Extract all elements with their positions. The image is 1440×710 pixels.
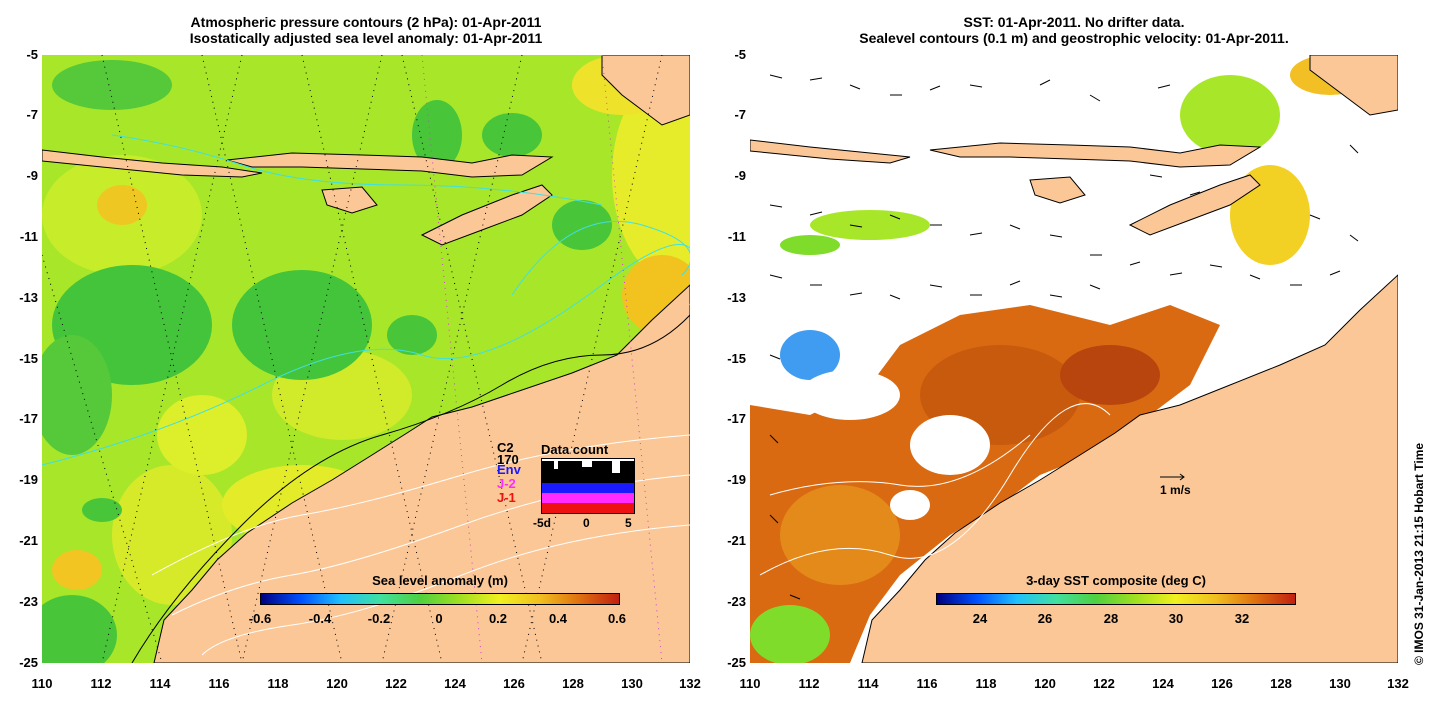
sumba-island bbox=[321, 186, 378, 214]
left-ytick: -15 bbox=[19, 351, 38, 366]
left-xtick: 132 bbox=[679, 676, 701, 691]
left-xtick: 120 bbox=[326, 676, 348, 691]
inset-title: Data count bbox=[541, 442, 609, 457]
left-xtick: 112 bbox=[90, 676, 112, 691]
sla-colorbar-title: Sea level anomaly (m) bbox=[372, 573, 508, 588]
sla-colorbar bbox=[260, 593, 620, 605]
left-xtick: 122 bbox=[385, 676, 407, 691]
sst-tick-26: 26 bbox=[1037, 611, 1053, 626]
nusa-tenggara-islands bbox=[226, 152, 554, 178]
left-xtick: 124 bbox=[444, 676, 466, 691]
sst-colorbar bbox=[936, 593, 1296, 605]
inset-xtick-0: 0 bbox=[583, 516, 590, 530]
right-xtick: 114 bbox=[857, 676, 879, 691]
right-xtick: 122 bbox=[1093, 676, 1115, 691]
left-ytick: -9 bbox=[26, 168, 38, 183]
left-xtick: 126 bbox=[503, 676, 525, 691]
left-xtick: 130 bbox=[621, 676, 643, 691]
timor-island bbox=[420, 184, 553, 246]
right-xtick: 118 bbox=[975, 676, 997, 691]
inset-xtick-minus5d: -5d bbox=[533, 516, 551, 530]
left-ytick: -7 bbox=[26, 107, 38, 122]
right-title-line2: Sealevel contours (0.1 m) and geostrophi… bbox=[859, 30, 1289, 46]
right-xtick: 128 bbox=[1270, 676, 1292, 691]
right-ytick: -5 bbox=[734, 47, 746, 62]
sla-tick-neg04: -0.4 bbox=[308, 611, 332, 626]
right-ytick: -19 bbox=[727, 472, 746, 487]
right-ytick: -25 bbox=[727, 655, 746, 670]
right-xtick: 130 bbox=[1329, 676, 1351, 691]
left-xtick: 110 bbox=[31, 676, 53, 691]
right-xtick: 124 bbox=[1152, 676, 1174, 691]
right-ytick: -23 bbox=[727, 594, 746, 609]
right-xtick: 110 bbox=[739, 676, 761, 691]
right-ytick: -13 bbox=[727, 290, 746, 305]
sst-tick-30: 30 bbox=[1168, 611, 1184, 626]
australia-land bbox=[153, 284, 690, 663]
right-ytick: -21 bbox=[727, 533, 746, 548]
right-ytick: -11 bbox=[727, 229, 746, 244]
right-ytick: -17 bbox=[727, 411, 746, 426]
new-guinea-land bbox=[601, 55, 690, 126]
sst-tick-32: 32 bbox=[1234, 611, 1250, 626]
java-bali-islands bbox=[42, 149, 263, 178]
sst-colorbar-title: 3-day SST composite (deg C) bbox=[1026, 573, 1206, 588]
sla-tick-0: 0 bbox=[435, 611, 443, 626]
left-ytick: -19 bbox=[19, 472, 38, 487]
inset-label-c2: C2 bbox=[497, 440, 514, 455]
left-ytick: -5 bbox=[26, 47, 38, 62]
left-xtick: 118 bbox=[267, 676, 289, 691]
inset-label-j1: J-1 bbox=[497, 490, 516, 505]
inset-label-170: 170 bbox=[497, 452, 519, 467]
sst-australia-land bbox=[861, 274, 1398, 663]
left-ytick: -23 bbox=[19, 594, 38, 609]
right-title-line1: SST: 01-Apr-2011. No drifter data. bbox=[963, 14, 1185, 30]
inset-label-j2: J-2 bbox=[497, 476, 516, 491]
velocity-scale-arrow bbox=[1160, 473, 1185, 481]
sst-map[interactable]: 1 m/s 3-day SST composite (deg C) 24 26 … bbox=[750, 55, 1398, 663]
left-ytick: -13 bbox=[19, 290, 38, 305]
inset-label-env: Env bbox=[497, 462, 521, 477]
left-xtick: 114 bbox=[149, 676, 171, 691]
left-ytick: -25 bbox=[19, 655, 38, 670]
left-ytick: -17 bbox=[19, 411, 38, 426]
sst-tick-24: 24 bbox=[972, 611, 988, 626]
right-xtick: 132 bbox=[1387, 676, 1409, 691]
sla-tick-02: 0.2 bbox=[488, 611, 508, 626]
left-xtick: 116 bbox=[208, 676, 230, 691]
left-xtick: 128 bbox=[562, 676, 584, 691]
sla-tick-neg02: -0.2 bbox=[367, 611, 391, 626]
right-xtick: 120 bbox=[1034, 676, 1056, 691]
left-title-line1: Atmospheric pressure contours (2 hPa): 0… bbox=[190, 14, 542, 30]
imos-credit: © IMOS 31-Jan-2013 21:15 Hobart Time bbox=[1412, 442, 1426, 665]
right-ytick: -9 bbox=[734, 168, 746, 183]
left-ytick: -21 bbox=[19, 533, 38, 548]
data-count-inset: C2 170 Env J-2 J-1 Data count -5d 0 5 bbox=[497, 440, 647, 550]
right-xtick: 116 bbox=[916, 676, 938, 691]
inset-bars bbox=[541, 458, 635, 514]
right-xtick: 112 bbox=[798, 676, 820, 691]
sla-tick-06: 0.6 bbox=[607, 611, 627, 626]
left-title-line2: Isostatically adjusted sea level anomaly… bbox=[189, 30, 543, 46]
sea-level-anomaly-map[interactable]: C2 170 Env J-2 J-1 Data count -5d 0 5 Se… bbox=[42, 55, 690, 663]
sla-map-svg bbox=[42, 55, 690, 663]
sst-tick-28: 28 bbox=[1103, 611, 1119, 626]
right-ytick: -7 bbox=[734, 107, 746, 122]
sla-tick-04: 0.4 bbox=[548, 611, 568, 626]
left-ytick: -11 bbox=[19, 229, 38, 244]
right-ytick: -15 bbox=[727, 351, 746, 366]
sla-tick-neg06: -0.6 bbox=[248, 611, 272, 626]
right-xtick: 126 bbox=[1211, 676, 1233, 691]
inset-xtick-5: 5 bbox=[625, 516, 632, 530]
velocity-scale-label: 1 m/s bbox=[1160, 483, 1191, 497]
sst-map-svg bbox=[750, 55, 1398, 663]
